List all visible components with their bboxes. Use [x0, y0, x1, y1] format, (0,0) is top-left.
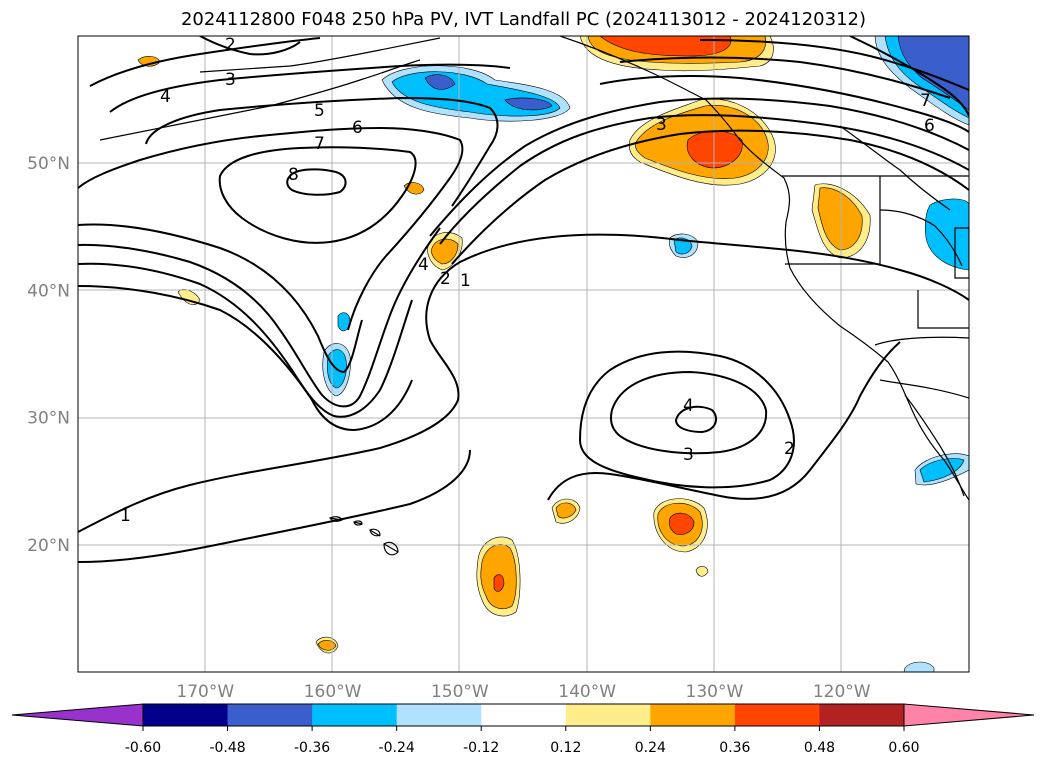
longitude-labels: 170°W 160°W 150°W 140°W 130°W 120°W — [176, 682, 870, 700]
pv-contours — [78, 36, 969, 563]
map-panel: 1 1 2 2 2 3 3 3 4 4 4 5 6 6 7 7 8 170°W 1… — [27, 35, 970, 700]
contour-label: 4 — [683, 396, 694, 416]
contour-label: 2 — [225, 35, 236, 55]
colorbar-tick-label: -0.12 — [463, 740, 499, 756]
longitude-tick-label: 130°W — [686, 682, 744, 700]
contour-label: 4 — [160, 87, 171, 107]
longitude-tick-label: 140°W — [558, 682, 616, 700]
map-frame — [77, 35, 970, 673]
contour-label: 6 — [924, 116, 935, 136]
contour-label: 3 — [225, 70, 236, 90]
colorbar-tick-label: -0.36 — [294, 740, 330, 756]
longitude-tick-label: 170°W — [176, 682, 234, 700]
contour-label: 4 — [418, 255, 429, 275]
colorbar-cell — [819, 704, 905, 726]
contour-label: 8 — [288, 165, 299, 185]
colorbar-tick-label: 0.12 — [550, 740, 581, 756]
colorbar-cell — [481, 704, 567, 726]
contour-label: 7 — [314, 134, 325, 154]
contour-label: 6 — [352, 118, 363, 138]
colorbar-cell — [312, 704, 398, 726]
colorbar-cell — [396, 704, 482, 726]
contour-label: 7 — [920, 91, 931, 111]
latitude-tick-label: 20°N — [27, 536, 70, 556]
colorbar-tick-label: -0.24 — [379, 740, 415, 756]
contour-label: 1 — [120, 506, 131, 526]
pv-contour-labels: 1 1 2 2 2 3 3 3 4 4 4 5 6 6 7 7 8 — [120, 35, 935, 526]
contour-label: 5 — [314, 101, 325, 121]
longitude-tick-label: 120°W — [813, 682, 871, 700]
colorbar-frame — [142, 703, 905, 727]
contour-label: 1 — [460, 271, 471, 291]
contour-label: 3 — [656, 115, 667, 135]
colorbar-tick-label: 0.48 — [804, 740, 835, 756]
latitude-tick-label: 40°N — [27, 281, 70, 301]
colorbar-cell — [143, 704, 229, 726]
colorbar-extend-low — [11, 703, 144, 727]
colorbar-cell — [650, 704, 736, 726]
contour-label: 2 — [784, 439, 795, 459]
colorbar-tick-label: 0.24 — [635, 740, 666, 756]
coastlines — [99, 36, 969, 553]
map-gridlines — [78, 36, 969, 672]
colorbar-tick-label: -0.48 — [209, 740, 245, 756]
colorbar-cell — [227, 704, 313, 726]
colorbar-cell — [734, 704, 820, 726]
latitude-tick-label: 50°N — [27, 154, 70, 174]
map-title: 2024112800 F048 250 hPa PV, IVT Landfall… — [180, 9, 867, 30]
latitude-tick-label: 30°N — [27, 409, 70, 429]
longitude-tick-label: 160°W — [304, 682, 362, 700]
latitude-labels: 20°N 30°N 40°N 50°N — [27, 154, 70, 556]
contour-label: 2 — [440, 269, 451, 289]
colorbar-extend-high — [903, 703, 1035, 727]
colorbar-tick-label: 0.36 — [719, 740, 750, 756]
longitude-tick-label: 150°W — [431, 682, 489, 700]
colorbar-tick-label: -0.60 — [125, 740, 161, 756]
colorbar-cell — [565, 704, 651, 726]
colorbar-tick-label: 0.60 — [888, 740, 919, 756]
contour-label: 3 — [683, 445, 694, 465]
